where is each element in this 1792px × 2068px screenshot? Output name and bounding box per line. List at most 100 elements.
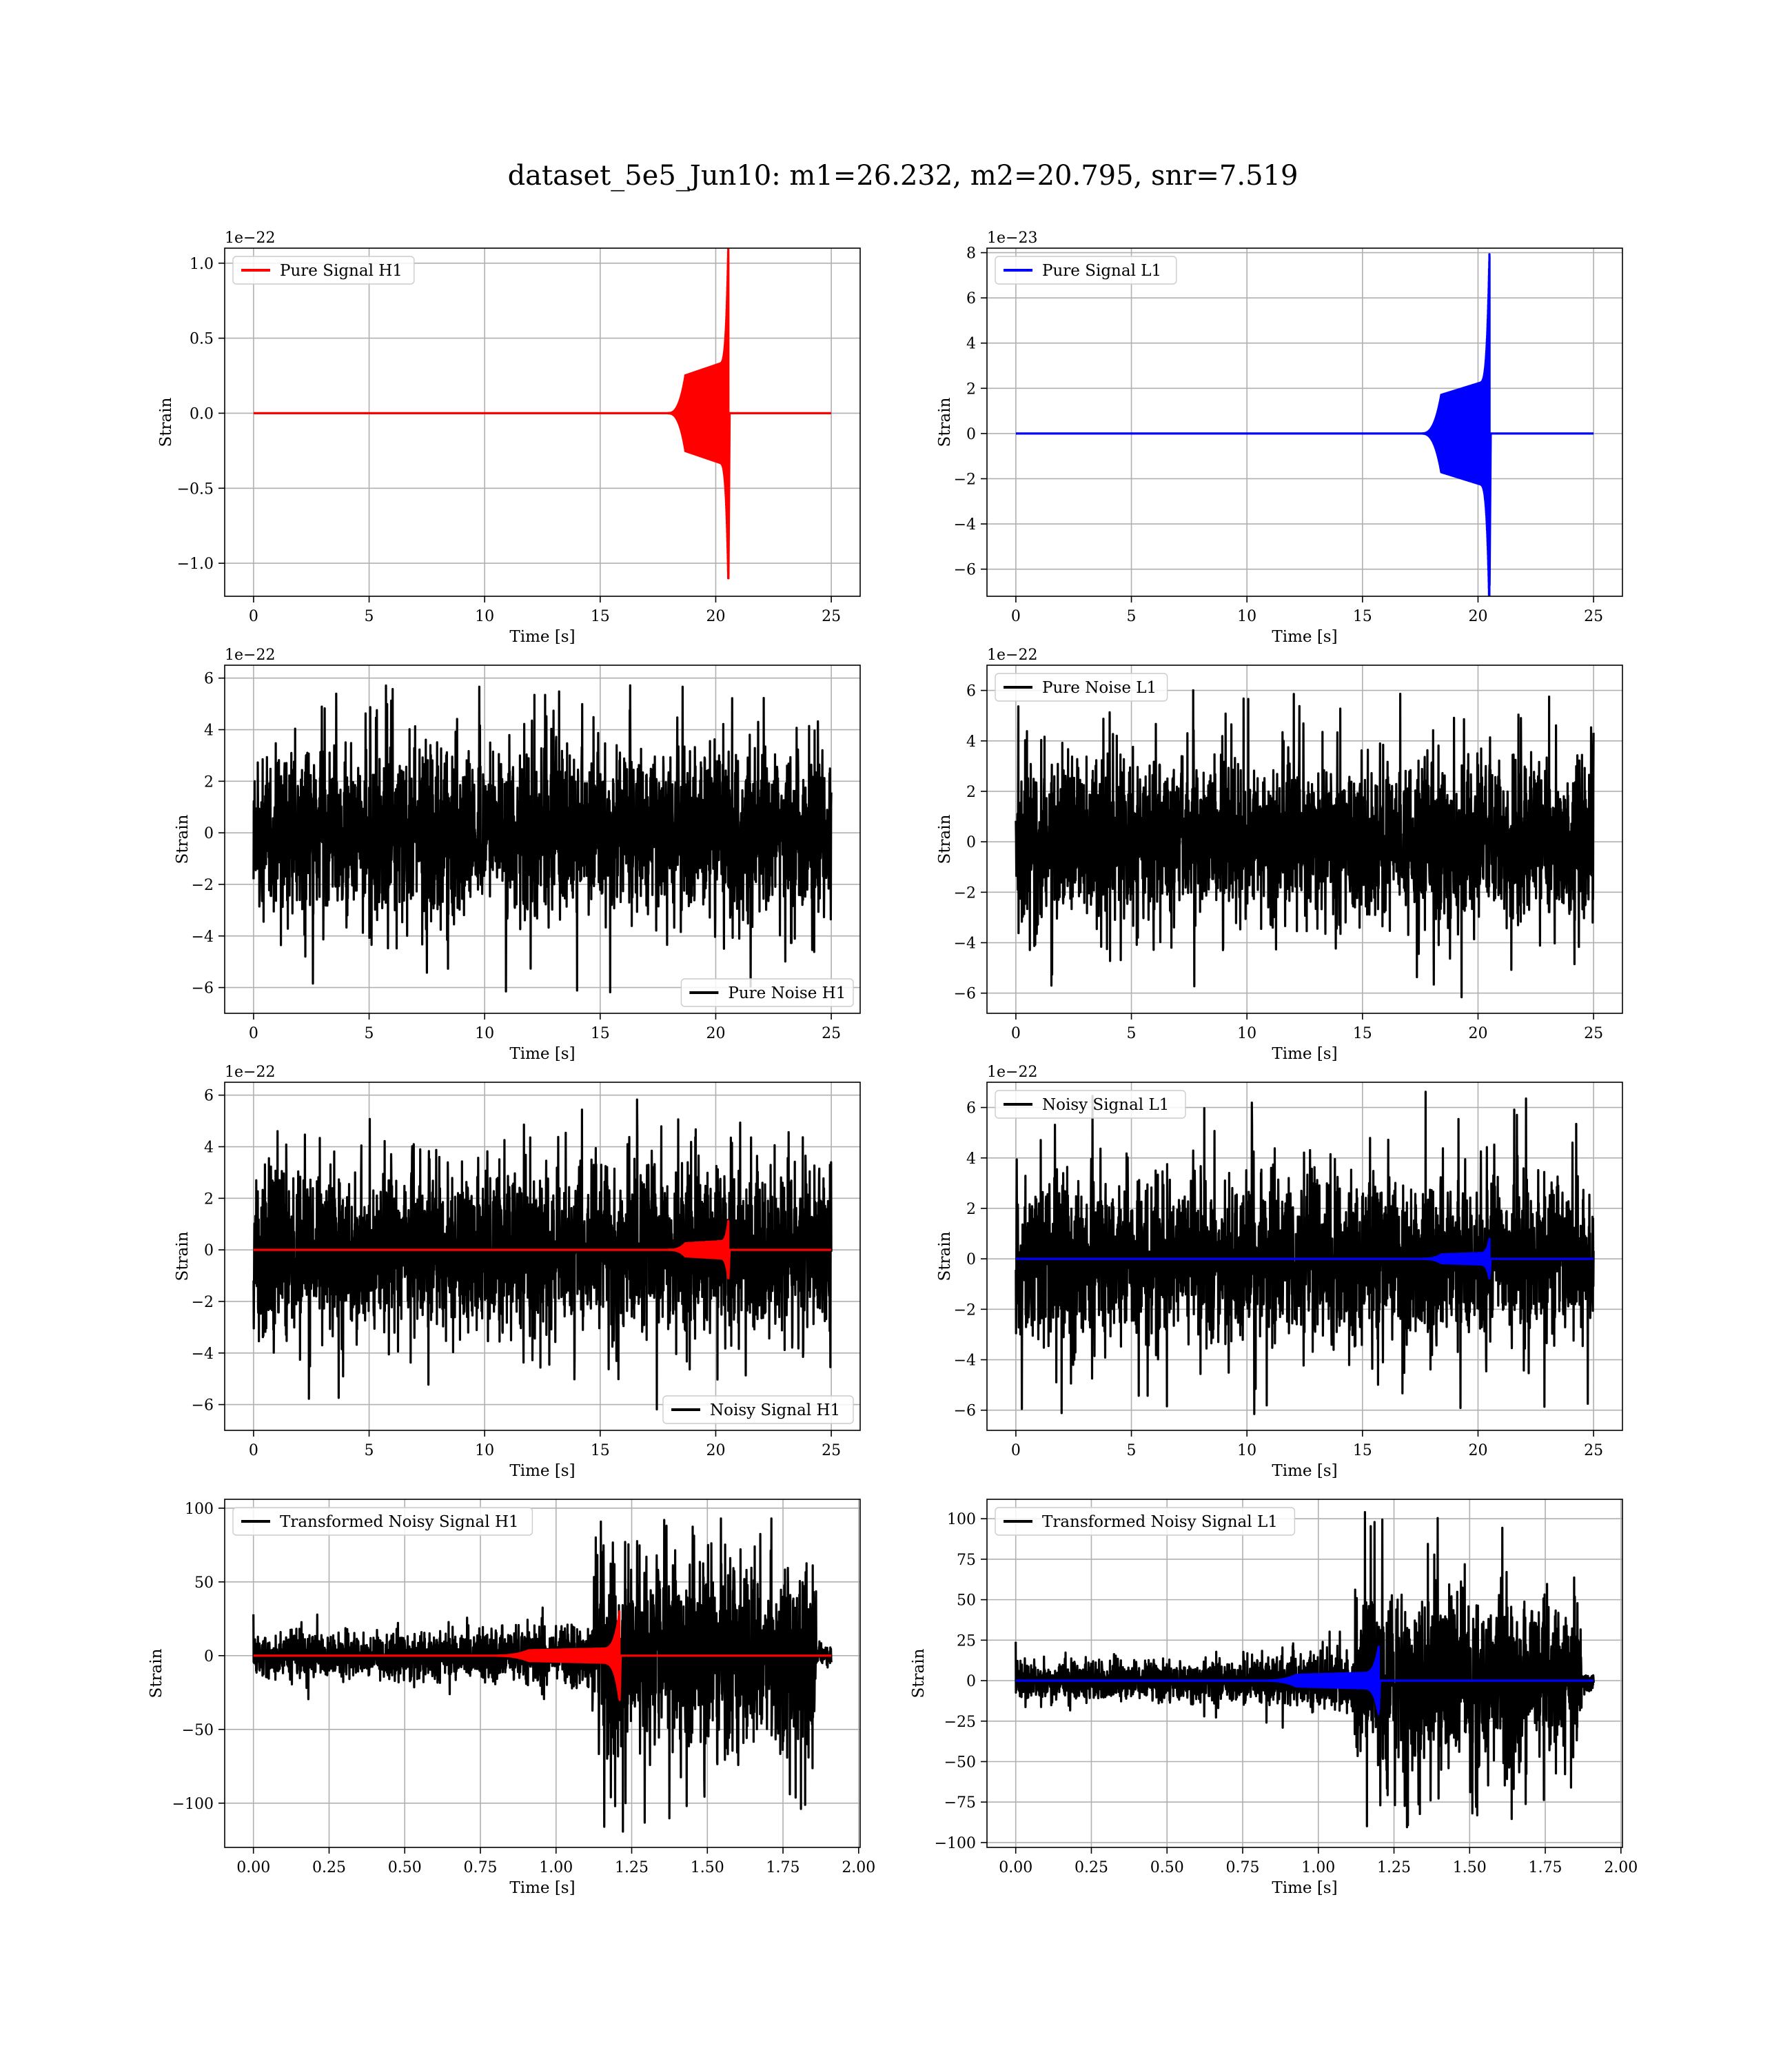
x-tick-label: 5 [1127,1442,1137,1459]
x-tick-label: 1.25 [615,1859,649,1876]
x-tick-label: 25 [1584,608,1603,625]
y-tick-label: 0 [204,1242,214,1259]
x-axis: 0.00 0.25 0.50 0.75 1.00 1.25 1.50 1.75 2.00 [999,1847,1638,1876]
legend-box [662,1395,854,1424]
x-tick-label: 25 [1584,1025,1603,1042]
x-axis: 0 5 10 15 20 25 [249,1013,841,1042]
y-tick-label: −100 [172,1796,214,1813]
axes-frame [224,1082,861,1431]
y-tick-label: 50 [957,1592,976,1610]
x-tick-label: 15 [1353,1025,1372,1042]
y-axis-label: Strain [174,1231,192,1281]
y-axis: −1.0 −0.5 0.0 0.5 1.0 [177,256,225,573]
legend-box [995,256,1177,285]
legend-label: Transformed Noisy Signal H1 [280,1513,519,1531]
subplot-noisy-signal-h1: 0 5 10 15 20 25 −6 −4 −2 0 2 4 6 Time [s] Strain 1e−22 N… [174,1064,861,1480]
y-tick-label: −2 [954,471,976,488]
plot-area [252,1517,833,1833]
y-tick-label: 0.5 [190,331,214,348]
x-tick-label: 15 [1353,608,1372,625]
x-tick-label: 0.75 [464,1859,498,1876]
x-tick-label: 1.50 [1453,1859,1487,1876]
grid [987,248,1622,596]
x-axis-label: Time [s] [1272,628,1337,646]
x-axis: 0 5 10 15 20 25 [249,1430,841,1459]
x-tick-label: 0.50 [388,1859,422,1876]
y-tick-label: −0.5 [177,480,214,498]
y-tick-label: 6 [204,1088,214,1105]
y-tick-label: −2 [954,884,976,902]
y-tick-label: −4 [192,929,214,946]
y-tick-label: 0 [204,1648,214,1665]
y-axis: −100 −75 −50 −25 0 25 50 75 100 [935,1511,987,1852]
y-axis-label: Strain [936,814,954,864]
legend-label: Transformed Noisy Signal L1 [1042,1513,1278,1531]
x-axis-label: Time [s] [1272,1045,1337,1063]
series-line [1015,1237,1594,1280]
y-tick-label: −1.0 [177,556,214,573]
x-tick-label: 1.75 [1529,1859,1562,1876]
y-tick-label: −6 [192,980,214,997]
y-tick-label: 2 [966,784,976,801]
axes-frame [986,1499,1623,1848]
y-axis-label: Strain [910,1648,928,1698]
x-tick-label: 20 [1468,1442,1487,1459]
x-tick-label: 1.00 [1301,1859,1335,1876]
x-tick-label: 2.00 [842,1859,875,1876]
plot-area [252,1098,833,1411]
x-tick-label: 20 [1468,608,1487,625]
x-axis: 0 5 10 15 20 25 [249,596,841,625]
x-tick-label: 0.25 [1075,1859,1108,1876]
x-tick-label: 0 [1011,1025,1021,1042]
x-tick-label: 5 [365,1025,374,1042]
y-tick-label: 0 [966,834,976,851]
legend: Pure Signal H1 [232,256,415,285]
legend: Transformed Noisy Signal H1 [232,1507,533,1536]
y-tick-label: 6 [966,290,976,307]
x-tick-label: 15 [591,1442,610,1459]
y-tick-label: −2 [192,1294,214,1311]
y-axis: −100 −50 0 50 100 [172,1501,225,1813]
series-line [1015,253,1594,596]
y-tick-label: 6 [966,683,976,700]
legend-box [995,1507,1296,1536]
legend-label: Noisy Signal L1 [1042,1096,1169,1114]
x-axis-label: Time [s] [509,1879,575,1897]
series-line [253,248,832,580]
y-tick-label: 1.0 [190,256,214,273]
x-axis-label: Time [s] [509,628,575,646]
legend-label: Pure Signal H1 [280,262,403,280]
y-tick-label: −6 [954,986,976,1003]
y-axis: −6 −4 −2 0 2 4 6 [192,671,225,997]
y-axis-label: Strain [174,814,192,864]
plot-area [253,248,832,580]
y-tick-label: −4 [954,935,976,953]
x-tick-label: 20 [706,608,725,625]
series-line [1015,689,1595,999]
legend-box [232,1507,533,1536]
subplot-transformed-noisy-signal-l1: 0.00 0.25 0.50 0.75 1.00 1.25 1.50 1.75 2.00 −100… [910,1499,1638,1897]
x-tick-label: 15 [591,1025,610,1042]
x-axis: 0.00 0.25 0.50 0.75 1.00 1.25 1.50 1.75 2.00 [236,1847,875,1876]
y-tick-label: −50 [944,1754,976,1772]
offset-text: 1e−22 [225,647,275,664]
plot-area [1015,1091,1595,1415]
x-tick-label: 1.75 [766,1859,800,1876]
x-tick-label: 10 [475,608,494,625]
x-tick-label: 1.50 [691,1859,724,1876]
x-tick-label: 10 [1237,608,1256,625]
x-tick-label: 5 [365,608,374,625]
x-axis: 0 5 10 15 20 25 [1011,1013,1603,1042]
y-axis: −6 −4 −2 0 2 4 6 8 [954,245,987,579]
y-tick-label: −25 [944,1714,976,1731]
legend-box [995,1090,1186,1119]
subplot-pure-noise-l1: 0 5 10 15 20 25 −6 −4 −2 0 2 4 6 Time [s] Strain 1e−22 P… [936,647,1623,1063]
x-tick-label: 0 [249,1025,258,1042]
y-tick-label: 2 [204,773,214,791]
series-line [1015,1645,1594,1715]
y-tick-label: 0 [966,1673,976,1690]
y-tick-label: −100 [935,1835,976,1852]
legend-box [232,256,415,285]
axes-frame [986,247,1623,597]
x-tick-label: 0.75 [1226,1859,1260,1876]
